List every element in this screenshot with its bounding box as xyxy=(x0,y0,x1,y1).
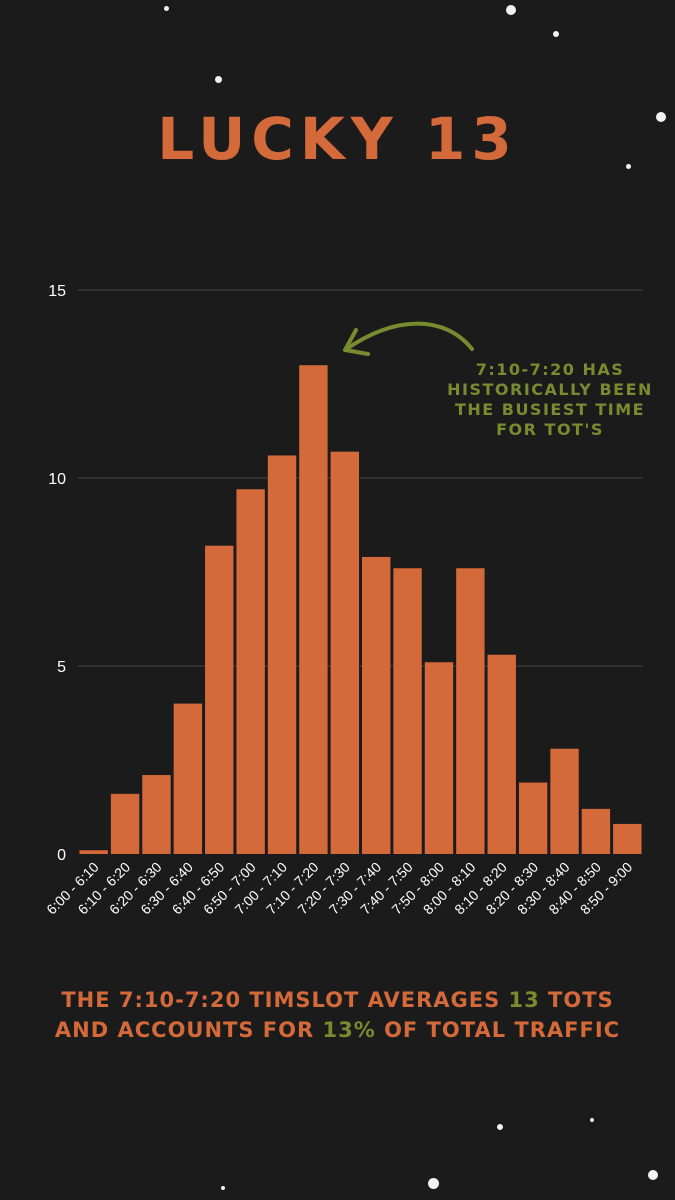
bar-13 xyxy=(487,654,516,854)
bar-3 xyxy=(173,703,203,854)
grid-layer xyxy=(78,289,643,667)
x-tick-labels: 6:00 - 6:106:10 - 6:206:20 - 6:306:30 - … xyxy=(43,859,635,918)
y-tick-label: 10 xyxy=(48,471,66,488)
bar-14 xyxy=(518,782,548,854)
bar-1 xyxy=(110,793,140,854)
star-decoration xyxy=(428,1178,439,1189)
annotation-arrow xyxy=(343,321,474,352)
chart-title: LUCKY 13 xyxy=(157,105,518,173)
summary-caption: THE 7:10-7:20 TIMSLOT AVERAGES 13 TOTS A… xyxy=(0,985,675,1045)
bar-9 xyxy=(362,556,391,854)
y-tick-label: 5 xyxy=(57,659,66,676)
caption-highlight: 13 xyxy=(508,988,540,1012)
caption-line-1: THE 7:10-7:20 TIMSLOT AVERAGES 13 TOTS xyxy=(0,985,675,1015)
caption-text: OF TOTAL TRAFFIC xyxy=(375,1018,621,1042)
bar-10 xyxy=(393,568,422,854)
star-decoration xyxy=(221,1186,225,1190)
bars-layer xyxy=(79,365,642,854)
caption-text: TOTS xyxy=(539,988,614,1012)
bar-12 xyxy=(456,568,485,854)
caption-highlight: 13% xyxy=(322,1018,376,1042)
star-decoration xyxy=(648,1170,658,1180)
bar-15 xyxy=(550,748,579,854)
star-decoration xyxy=(164,6,169,11)
bar-8 xyxy=(330,451,359,854)
bar-17 xyxy=(613,823,642,854)
star-decoration xyxy=(626,164,631,169)
y-tick-label: 15 xyxy=(48,283,66,300)
bar-2 xyxy=(142,775,171,854)
bar-11 xyxy=(424,662,454,854)
y-tick-labels: 0 5 10 15 xyxy=(48,283,66,864)
y-tick-label: 0 xyxy=(57,847,66,864)
star-decoration xyxy=(506,5,516,15)
busiest-time-annotation: 7:10-7:20 HAS HISTORICALLY BEEN THE BUSI… xyxy=(447,360,653,439)
bar-4 xyxy=(205,545,234,854)
caption-text: THE 7:10-7:20 TIMSLOT AVERAGES xyxy=(61,988,509,1012)
star-decoration xyxy=(590,1118,594,1122)
bar-16 xyxy=(581,808,611,854)
annotation-arrowhead xyxy=(343,328,370,356)
star-decoration xyxy=(553,31,559,37)
star-decoration xyxy=(497,1124,503,1130)
star-decoration xyxy=(656,112,666,122)
bar-0 xyxy=(79,850,108,854)
caption-line-2: AND ACCOUNTS FOR 13% OF TOTAL TRAFFIC xyxy=(0,1015,675,1045)
bar-5 xyxy=(236,489,265,854)
star-decoration xyxy=(215,76,222,83)
bar-7 xyxy=(299,365,328,854)
caption-text: AND ACCOUNTS FOR xyxy=(54,1018,323,1042)
bar-6 xyxy=(267,455,297,854)
